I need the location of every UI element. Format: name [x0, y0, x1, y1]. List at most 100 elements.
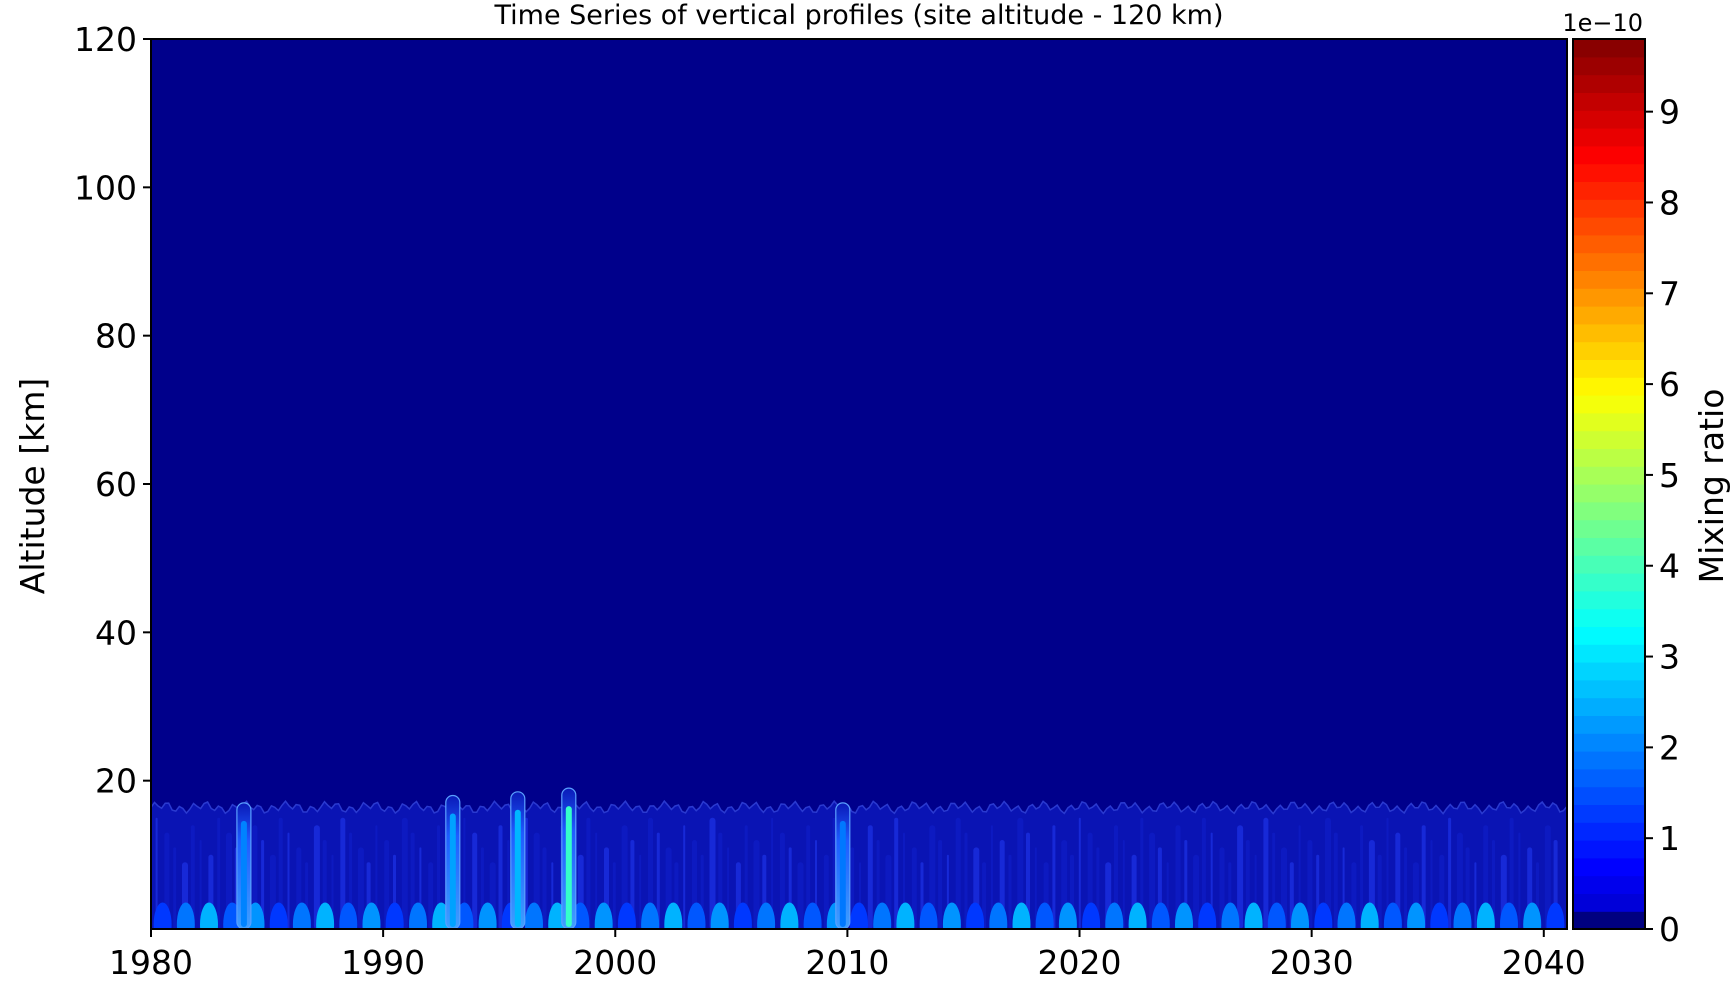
heatmap-streak — [1026, 832, 1030, 929]
heatmap-surface-blob — [1360, 902, 1379, 929]
heatmap-streak — [832, 817, 836, 929]
heatmap-surface-blob — [617, 902, 636, 929]
heatmap-streak — [586, 817, 591, 929]
colorbar-band — [1573, 857, 1645, 877]
heatmap-streak — [753, 840, 760, 929]
heatmap-streak — [199, 840, 202, 929]
heatmap-surface-blob — [1035, 902, 1054, 929]
heatmap-streak — [1474, 862, 1477, 929]
heatmap-surface-blob — [780, 902, 799, 929]
heatmap-surface-blob — [1383, 902, 1402, 929]
heatmap-streak — [1404, 847, 1408, 929]
colorbar-frame — [1572, 38, 1646, 930]
heatmap-surface-blob — [1012, 902, 1031, 929]
colorbar-bands — [1573, 39, 1645, 930]
colorbar-band — [1573, 911, 1645, 930]
heatmap-streak — [542, 847, 547, 929]
heatmap-streak — [1448, 817, 1452, 929]
colorbar-band — [1573, 466, 1645, 485]
heatmap-streak — [1492, 840, 1495, 929]
colorbar-band — [1573, 590, 1645, 610]
colorbar-band — [1573, 448, 1645, 467]
colorbar-band — [1573, 217, 1645, 236]
colorbar-band — [1573, 39, 1645, 58]
heatmap-streak — [524, 817, 528, 929]
heatmap-streak — [1360, 825, 1364, 929]
heatmap-streak — [1122, 840, 1125, 929]
heatmap-streak — [401, 817, 408, 929]
heatmap-surface-blob — [385, 902, 404, 929]
heatmap-streak — [1509, 817, 1514, 929]
heatmap-surface-blob — [1430, 902, 1449, 929]
colorbar-band — [1573, 537, 1645, 556]
heatmap-spike-core — [565, 806, 572, 927]
colorbar-tick-label: 3 — [1659, 638, 1680, 677]
heatmap-streak — [964, 832, 968, 929]
x-tick-label: 2010 — [805, 943, 889, 982]
heatmap-surface-blob — [1337, 902, 1356, 929]
colorbar-band — [1573, 644, 1645, 663]
heatmap-surface-blob — [1291, 902, 1309, 929]
colorbar-band — [1573, 341, 1645, 360]
colorbar-band — [1573, 128, 1645, 147]
heatmap-streak — [823, 854, 829, 929]
colorbar-ticks: 0 1 2 3 4 5 6 7 8 9 — [1645, 93, 1680, 949]
x-tick-label: 2030 — [1270, 943, 1354, 982]
heatmap-streak — [955, 817, 961, 929]
y-tick-label: 60 — [95, 465, 137, 504]
heatmap-surface-blob — [409, 902, 427, 929]
heatmap-streak — [357, 847, 364, 929]
heatmap-streak — [375, 825, 378, 929]
colorbar-band — [1573, 359, 1645, 378]
heatmap-surface-blob — [664, 902, 683, 929]
heatmap-surface-blob — [316, 902, 335, 929]
colorbar: 0 1 2 3 4 5 6 7 8 9 1e−10 Mixing ratio — [1562, 9, 1731, 949]
x-tick-label: 1990 — [341, 943, 425, 982]
heatmap-streak — [1518, 832, 1521, 929]
heatmap-streak — [1052, 825, 1056, 929]
heatmap-surface-layer — [151, 787, 1567, 929]
heatmap-streak — [867, 825, 873, 929]
colorbar-band — [1573, 181, 1645, 200]
colorbar-band — [1573, 715, 1645, 734]
chart-title: Time Series of vertical profiles (site a… — [493, 0, 1223, 31]
colorbar-band — [1573, 377, 1645, 396]
heatmap-surface-blob — [594, 902, 613, 929]
heatmap-surface-blob — [1175, 902, 1193, 929]
heatmap-streak — [1193, 854, 1200, 929]
y-tick-label: 100 — [74, 168, 137, 207]
heatmap-surface-blob — [919, 902, 938, 929]
heatmap-streak — [990, 825, 993, 929]
colorbar-band — [1573, 875, 1645, 894]
colorbar-band — [1573, 430, 1645, 449]
heatmap-streak — [929, 825, 936, 929]
colorbar-tick-label: 8 — [1659, 183, 1680, 222]
y-axis: 20 40 60 80 100 120 — [74, 20, 151, 801]
colorbar-band — [1573, 110, 1645, 129]
heatmap-streak — [771, 817, 774, 929]
colorbar-band — [1573, 501, 1645, 521]
heatmap-streak — [727, 847, 730, 929]
colorbar-band — [1573, 163, 1645, 182]
colorbar-band — [1573, 74, 1645, 93]
heatmap-surface-blob — [478, 902, 497, 929]
colorbar-band — [1573, 608, 1645, 627]
heatmap-surface-blob — [641, 902, 660, 929]
heatmap-surface-blob — [733, 902, 752, 929]
heatmap-surface-blob — [1058, 902, 1077, 929]
colorbar-band — [1573, 840, 1645, 859]
heatmap-streak — [1307, 840, 1313, 929]
heatmap-surface-blob — [1244, 902, 1263, 929]
heatmap-streak — [1333, 832, 1338, 929]
x-tick-label: 2040 — [1502, 943, 1586, 982]
colorbar-band — [1573, 822, 1645, 841]
colorbar-label: Mixing ratio — [1692, 389, 1731, 584]
heatmap-streak — [806, 825, 811, 929]
heatmap-streak — [472, 832, 478, 929]
colorbar-band — [1573, 199, 1645, 218]
colorbar-band — [1573, 697, 1645, 716]
heatmap-surface-blob — [292, 902, 311, 929]
heatmap-surface-blob — [1453, 902, 1472, 929]
heatmap-streak — [1201, 817, 1206, 929]
colorbar-tick-label: 1 — [1659, 819, 1680, 858]
